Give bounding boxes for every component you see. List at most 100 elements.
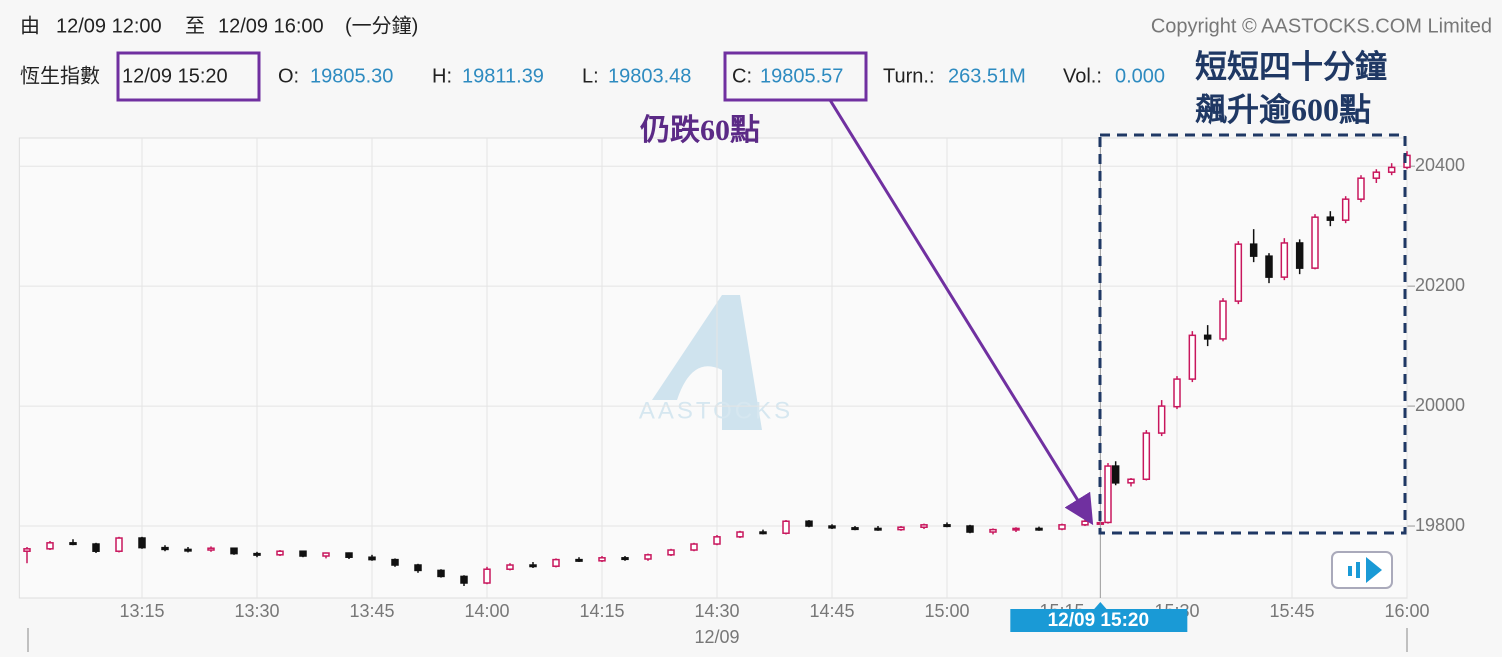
volume-label: Vol.: [1063,65,1102,87]
candle-body [1234,243,1243,302]
candle-body [690,543,698,551]
turnover-label: Turn.: [883,65,935,87]
candle-body [851,527,859,531]
button-icon [1356,562,1360,578]
y-tick-label: 20200 [1415,275,1465,295]
candle-body [230,547,238,555]
candle-body [46,542,54,550]
candle-body [345,552,353,558]
annotation: 仍跌60點 [640,114,760,147]
candle-body [1104,465,1112,524]
candle-body [1311,216,1319,269]
candle-body [506,564,514,570]
to-time: 12/09 16:00 [218,15,324,37]
x-tick-label: 14:00 [464,601,509,621]
candle-body [713,536,721,545]
annotation: 短短四十分鐘 [1195,48,1387,84]
crosshair-label-bg [1010,609,1188,632]
candle-body [1081,520,1089,526]
candle-body [874,527,882,531]
candle-body [322,552,330,557]
candle-body [920,524,928,528]
highlight-box [723,51,868,102]
button-icon [1366,557,1382,583]
candle-body [667,549,675,556]
x-date-label: 12/09 [694,627,739,647]
candle-body [483,568,491,584]
candle-body [69,542,77,546]
from-time: 12/09 12:00 [56,15,162,37]
candle-body [828,525,836,529]
candle-body [414,564,422,572]
candle-body [943,524,951,528]
scroll-button[interactable] [1331,551,1393,589]
button-icon [1348,566,1352,576]
close-value: 19805.57 [760,65,843,87]
highlight-box [116,51,261,102]
candle-body [437,569,445,578]
volume-value: 0.000 [1115,65,1165,87]
candle-body [1326,216,1335,221]
crosshair-label: 12/09 15:20 [1048,610,1149,631]
candle-body [1203,334,1212,340]
candle-body [1058,524,1066,530]
candle-body [1249,243,1258,257]
candle-body [299,550,307,557]
quote-time: 12/09 15:20 [122,65,228,87]
turnover-value: 263.51M [948,65,1026,87]
from-label: 由 [20,14,40,37]
candle-body [552,558,560,567]
index-name: 恆生指數 [20,64,100,87]
candle-body [1387,166,1396,173]
interval: (一分鐘) [345,14,418,37]
candle-body [644,554,652,560]
candle-body [1188,334,1197,380]
candle-body [1265,255,1273,278]
candle-body [1012,527,1020,531]
annotation: 飆升逾600點 [1195,91,1371,127]
candle-body [276,550,284,556]
low-label: L: [582,65,599,87]
candle-body [184,548,192,552]
candle-body [1357,177,1365,200]
plot-area [18,137,1408,599]
candle-body [805,520,813,527]
candle-body [782,520,790,534]
candle-body [1142,432,1151,481]
watermark-text: AASTOCKS [639,397,793,424]
open-value: 19805.30 [310,65,393,87]
candle-body [23,548,31,552]
x-tick-label: 13:30 [234,601,279,621]
high-label: H: [432,65,452,87]
candle-body [621,557,629,561]
candle-body [529,564,537,568]
candle-body [1341,198,1350,221]
candle-body [460,575,468,584]
candle-body [1173,378,1181,408]
open-label: O: [278,65,299,87]
candle-body [989,528,997,533]
candle-body [736,531,744,538]
candle-body [1372,171,1381,179]
candle-body [1111,465,1120,484]
candle-body [115,537,123,552]
annotation-arrow [828,99,1094,526]
candle-body [1295,242,1304,269]
x-tick-label: 14:30 [694,601,739,621]
candle-body [161,546,169,551]
candle-body [368,556,376,561]
low-value: 19803.48 [608,65,691,87]
x-tick-label: 16:00 [1384,601,1429,621]
candle-body [138,537,146,549]
candle-body [1127,478,1135,484]
y-tick-label: 19800 [1415,515,1465,535]
candle-body [1280,242,1289,278]
copyright: Copyright © AASTOCKS.COM Limited [1151,15,1492,37]
x-tick-label: 15:45 [1269,601,1314,621]
x-tick-label: 15:00 [924,601,969,621]
candle-body [759,531,767,535]
plot: AASTOCKS 19800 20000 20200 20400 13:15 13:30 13… [18,48,1465,652]
candle-body [253,552,261,556]
